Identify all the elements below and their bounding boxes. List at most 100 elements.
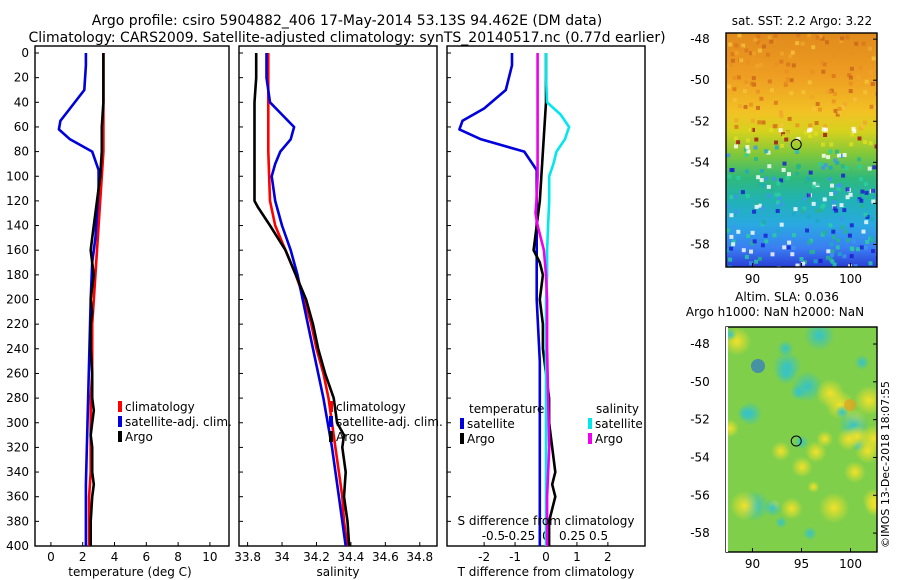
depth-tick-label: 280 (6, 391, 29, 405)
lat-tick-label: -48 (690, 337, 710, 351)
difference-series (458, 53, 571, 546)
lat-tick-label: -54 (690, 155, 710, 169)
figure-title-line1: Argo profile: csiro 5904882_406 17-May-2… (92, 13, 602, 29)
lon-tick-label: 95 (794, 272, 809, 286)
sst-map-title: sat. SST: 2.2 Argo: 3.22 (732, 14, 872, 28)
depth-tick-label: 160 (6, 243, 29, 257)
no-data-strip (726, 327, 728, 552)
x-tick-label: 8 (174, 550, 182, 564)
lon-tick-label: 90 (745, 272, 760, 286)
legend-label-satellite: satellite-adj. clim. (336, 415, 443, 429)
x-tick-label: 34 (274, 550, 289, 564)
depth-tick-label: 200 (6, 293, 29, 307)
salinity-xlabel: salinity (316, 565, 359, 579)
x-tick-label: 34.6 (372, 550, 399, 564)
salinity-x-axis: 33.8 34 34.2 34.4 34.6 34.8 (234, 542, 433, 564)
lon-tick-label: 95 (794, 557, 809, 571)
s-diff-tick-label: 0.25 (559, 529, 586, 543)
lat-tick-label: -48 (690, 32, 710, 46)
x-tick-label: 34.8 (406, 550, 433, 564)
legend-label-sal-satellite: satellite (595, 417, 643, 431)
x-tick-label: 0 (542, 550, 550, 564)
x-tick-label: 2 (604, 550, 612, 564)
legend-label-satellite: satellite-adj. clim. (125, 415, 232, 429)
s-diff-tick-label: -0.25 (504, 529, 535, 543)
legend-swatch-satellite (118, 416, 122, 427)
depth-tick-label: 100 (6, 169, 29, 183)
depth-tick-label: 220 (6, 317, 29, 331)
depth-tick-label: 240 (6, 342, 29, 356)
salinity-series (253, 53, 351, 546)
sst-map-image (726, 33, 877, 267)
legend-swatch-climatology (329, 401, 333, 412)
series-line-climatology (266, 53, 349, 546)
sla-map-title: Altim. SLA: 0.036 (735, 290, 839, 304)
legend-label-sal-argo: Argo (595, 432, 623, 446)
depth-axis: 0 20 40 60 80 100 120 140 160 180 200 220 240 260 280 3… (6, 46, 451, 553)
x-tick-label: 34.2 (303, 550, 330, 564)
legend-title-temperature: temperature (469, 402, 544, 416)
legend-label-climatology: climatology (336, 400, 406, 414)
legend-label-argo: Argo (336, 430, 364, 444)
legend-label-climatology: climatology (125, 400, 195, 414)
temperature-legend: climatology satellite-adj. clim. Argo (118, 400, 232, 444)
sst-map-lon-axis: 90 95 100 (745, 263, 862, 286)
legend-swatch-temp-argo (460, 433, 464, 444)
legend-label-temp-satellite: satellite (467, 417, 515, 431)
legend-swatch-argo (329, 431, 333, 442)
salinity-legend: climatology satellite-adj. clim. Argo (329, 400, 443, 444)
depth-tick-label: 340 (6, 465, 29, 479)
series-line-argo (89, 53, 105, 546)
lat-tick-label: -58 (690, 237, 710, 251)
x-tick-label: 10 (202, 550, 217, 564)
x-tick-label: 4 (111, 550, 119, 564)
depth-tick-label: 360 (6, 490, 29, 504)
series-line-argo (253, 53, 351, 546)
s-diff-tick-label: 0.5 (589, 529, 608, 543)
sla-map-subtitle: Argo h1000: NaN h2000: NaN (686, 305, 864, 319)
difference-legend: temperature satellite Argo salinity sate… (460, 402, 643, 446)
temperature-series (57, 53, 105, 546)
x-tick-label: 1 (573, 550, 581, 564)
x-tick-label: -1 (509, 550, 521, 564)
lon-tick-label: 100 (839, 557, 862, 571)
series-line-temperature-argo (532, 53, 557, 546)
depth-tick-label: 120 (6, 194, 29, 208)
series-line-salinity-satellite (544, 53, 571, 546)
series-line-salinity-argo (534, 53, 551, 546)
depth-tick-label: 380 (6, 514, 29, 528)
lon-tick-label: 100 (839, 272, 862, 286)
sst-map-lat-axis: -48 -50 -52 -54 -56 -58 (690, 32, 877, 251)
argo-location-marker (790, 138, 802, 150)
argo-location-marker (790, 435, 802, 447)
legend-label-argo: Argo (125, 430, 153, 444)
imos-credit: ©IMOS 13-Dec-2018 18:07:55 (879, 381, 892, 548)
depth-tick-label: 60 (14, 120, 29, 134)
legend-swatch-satellite (329, 416, 333, 427)
lat-tick-label: -56 (690, 196, 710, 210)
lat-tick-label: -50 (690, 73, 710, 87)
depth-tick-label: 400 (6, 539, 29, 553)
depth-tick-label: 180 (6, 268, 29, 282)
series-line-climatology (87, 53, 105, 546)
sla-map-image (726, 327, 877, 552)
depth-tick-label: 320 (6, 440, 29, 454)
figure-title-line2: Climatology: CARS2009. Satellite-adjuste… (28, 30, 665, 46)
x-tick-label: 33.8 (234, 550, 261, 564)
lat-tick-label: -54 (690, 450, 710, 464)
temperature-panel-frame (34, 45, 230, 547)
x-tick-label: 34.4 (338, 550, 365, 564)
series-line-temperature-satellite (458, 53, 542, 546)
t-difference-xlabel: T difference from climatology (457, 565, 635, 579)
t-difference-x-axis: -2 -1 0 1 2 (478, 542, 612, 564)
lat-tick-label: -52 (690, 114, 710, 128)
lat-tick-label: -52 (690, 413, 710, 427)
lon-tick-label: 90 (745, 557, 760, 571)
legend-swatch-argo (118, 431, 122, 442)
temperature-xlabel: temperature (deg C) (68, 565, 191, 579)
depth-tick-label: 300 (6, 416, 29, 430)
sla-map-lat-axis: -48 -50 -52 -54 -56 -58 (690, 337, 877, 540)
series-line-satellite-adj-clim- (265, 53, 347, 546)
legend-swatch-sal-argo (588, 433, 592, 444)
x-tick-label: 2 (79, 550, 87, 564)
